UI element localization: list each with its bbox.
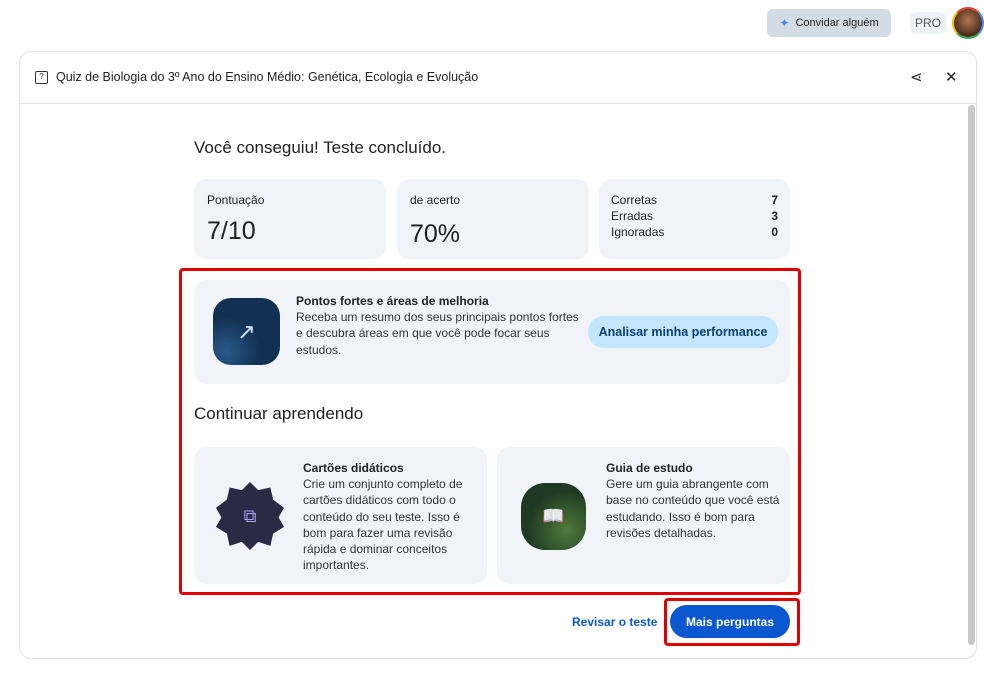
highlight-box (664, 598, 800, 646)
accuracy-value: 70% (410, 220, 461, 248)
score-card: Pontuação 7/10 (194, 179, 386, 259)
close-icon[interactable]: ✕ (945, 69, 958, 86)
performance-card: ↗ Pontos fortes e áreas de melhoria Rece… (194, 280, 790, 384)
invite-button[interactable]: ✦ Convidar alguém (767, 9, 891, 37)
flashcards-icon: ⧉ (216, 482, 284, 550)
study-guide-icon: 📖 (521, 483, 586, 550)
scrollbar[interactable] (968, 105, 975, 645)
highlight-box (179, 268, 801, 595)
study-guide-card[interactable]: 📖 Guia de estudo Gere um guia abrangente… (497, 447, 790, 584)
quiz-icon: ? (35, 70, 48, 84)
breakdown-row: Erradas 3 (611, 209, 778, 223)
sparkle-icon: ✦ (779, 16, 790, 30)
breakdown-card: Corretas 7 Erradas 3 Ignoradas 0 (599, 179, 790, 259)
more-questions-button[interactable]: Mais perguntas (670, 605, 790, 638)
result-heading: Você conseguiu! Teste concluído. (194, 138, 447, 157)
share-icon[interactable]: ⋖ (910, 69, 923, 86)
dialog-title: Quiz de Biologia do 3º Ano do Ensino Méd… (56, 70, 479, 84)
continue-heading: Continuar aprendendo (194, 404, 364, 423)
score-value: 7/10 (207, 217, 256, 245)
trending-icon: ↗ (213, 298, 280, 365)
plan-badge: PRO (910, 12, 946, 34)
breakdown-row: Corretas 7 (611, 193, 778, 207)
dialog-header: ? Quiz de Biologia do 3º Ano do Ensino M… (19, 51, 977, 104)
avatar[interactable] (952, 7, 984, 39)
analyze-performance-button[interactable]: Analisar minha performance (588, 316, 778, 348)
accuracy-card: de acerto 70% (397, 179, 589, 259)
flashcards-card[interactable]: ⧉ Cartões didáticos Crie um conjunto com… (194, 447, 487, 584)
breakdown-row: Ignoradas 0 (611, 225, 778, 239)
review-quiz-link[interactable]: Revisar o teste (572, 615, 658, 629)
